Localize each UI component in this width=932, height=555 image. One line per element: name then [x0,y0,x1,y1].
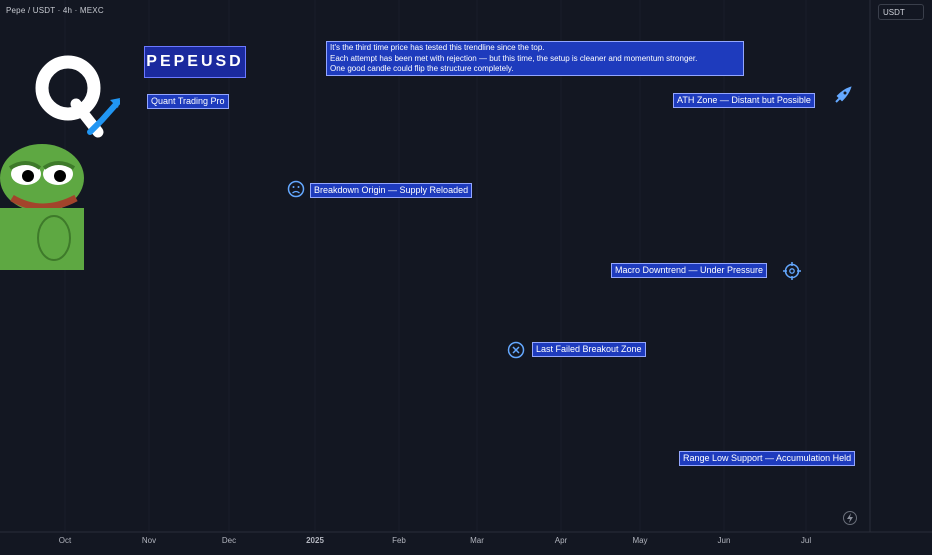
brand-title: PEPEUSD [144,46,246,78]
x-tick-label: Jul [801,536,811,545]
failed-breakout-label: Last Failed Breakout Zone [532,342,646,357]
channel-label: Quant Trading Pro [147,94,229,109]
rocket-icon [832,86,852,106]
note-line-1: It's the third time price has tested thi… [330,43,545,52]
analysis-note: It's the third time price has tested thi… [326,41,744,76]
note-line-3: One good candle could flip the structure… [330,64,514,73]
ath-zone-label: ATH Zone — Distant but Possible [673,93,815,108]
macro-downtrend-label: Macro Downtrend — Under Pressure [611,263,768,278]
x-tick-label: 2025 [306,536,324,545]
note-line-2: Each attempt has been met with rejection… [330,53,698,63]
x-tick-label: Jun [718,536,731,545]
quant-logo-icon [32,54,121,142]
x-tick-label: Feb [392,536,406,545]
price-axis-bg [870,0,932,550]
x-circle-icon [507,341,525,359]
crosshair-icon [783,262,801,280]
breakdown-origin-label: Breakdown Origin — Supply Reloaded [310,183,473,198]
pepe-frog-image [0,138,84,270]
x-tick-label: Mar [470,536,484,545]
x-tick-label: Dec [222,536,236,545]
x-tick-label: Oct [59,536,72,545]
lightning-icon[interactable] [843,511,857,525]
currency-selector[interactable]: USDT [878,4,924,20]
sad-face-icon [287,180,305,198]
range-low-label: Range Low Support — Accumulation Held [679,451,856,466]
x-tick-label: May [632,536,647,545]
symbol-title: Pepe / USDT · 4h · MEXC [6,6,104,15]
x-tick-label: Apr [555,536,568,545]
x-tick-label: Nov [142,536,156,545]
